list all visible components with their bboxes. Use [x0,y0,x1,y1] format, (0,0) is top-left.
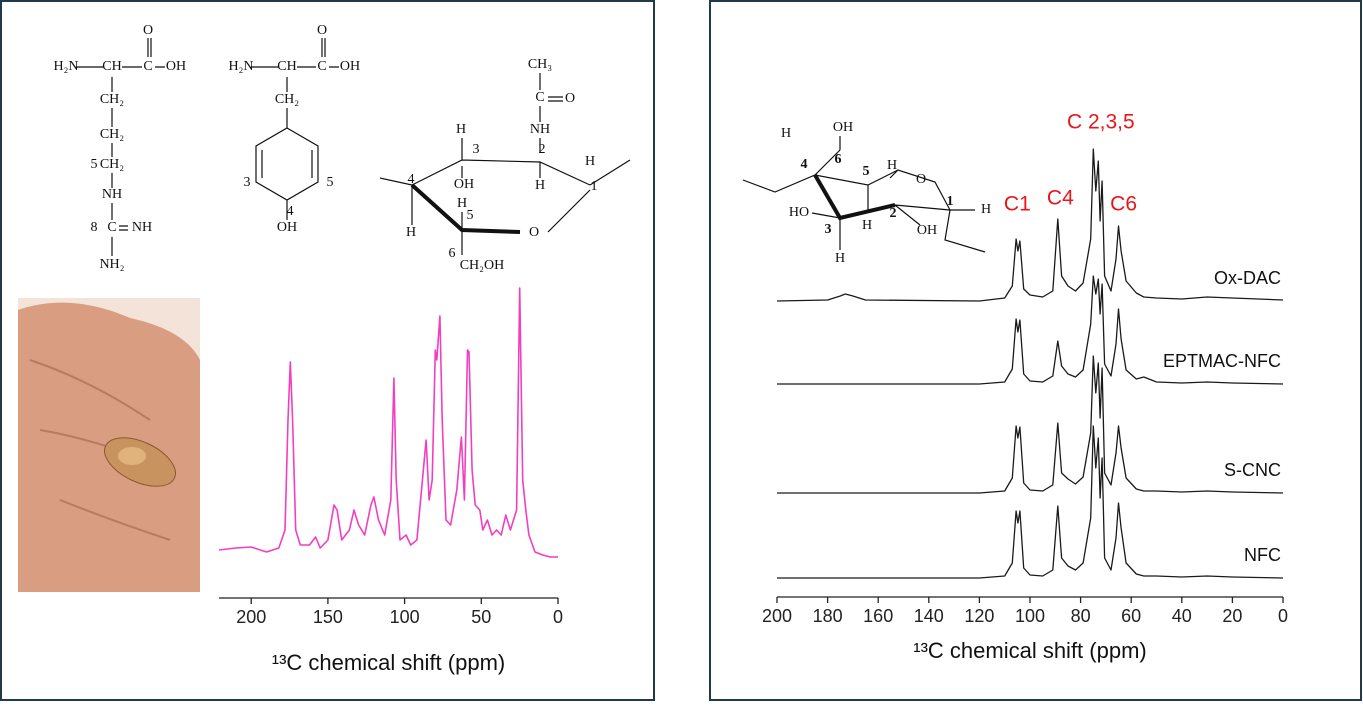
structure-label: 2 [890,206,897,221]
structure-label: 2 [539,142,546,157]
structure-label: HO [789,205,809,220]
structure-label: OH [454,177,474,192]
structure-label: OH [833,120,853,135]
structure-label: H [835,251,845,266]
structure-label: H₂N [53,59,78,74]
structure-label: C [143,59,152,74]
structure-label: H₂N [228,59,253,74]
structure-label: H [585,154,595,169]
spectrum [777,425,1284,579]
structure-label: 5 [863,164,870,179]
structure-label: 4 [408,172,415,187]
structure-label: CH₂ [100,127,124,142]
structure-label: O [317,23,327,38]
structure-label: CH₂ [275,92,299,107]
x-axis-title: ¹³C chemical shift (ppm) [913,638,1146,663]
peak-annotation: C6 [1110,193,1137,216]
structure-label: 1 [947,194,954,209]
x-tick-label: 140 [914,606,944,626]
x-tick-label: 180 [813,606,843,626]
series-label: S-CNC [1224,460,1281,480]
structure-label: O [529,225,539,240]
structure-label: CH₂OH [460,258,505,273]
structure-label: 3 [825,222,832,237]
x-tick-label: 100 [390,607,420,627]
x-tick-label: 80 [1071,606,1091,626]
x-tick-label: 200 [236,607,266,627]
structure-label: CH [277,59,296,74]
structure-label: H [457,196,467,211]
structure-label: 5 [467,208,474,223]
structure-label: CH₂ [100,92,124,107]
spectrum [777,275,1284,385]
structure-label: C [107,220,116,235]
structure-label: 8 [91,220,98,235]
structure-label: C [317,59,326,74]
structure-label: 4 [801,157,808,172]
structure-label: H [981,202,991,217]
bonds [76,38,986,256]
structure-label: CH [102,59,121,74]
structure-label: O [565,91,575,106]
structure-label: 6 [449,246,456,261]
x-tick-label: 50 [471,607,491,627]
x-axis-title: ¹³C chemical shift (ppm) [272,650,505,675]
x-tick-label: 40 [1172,606,1192,626]
structure-label: 5 [327,175,334,190]
x-tick-label: 100 [1015,606,1045,626]
x-tick-label: 60 [1121,606,1141,626]
spectrum [218,287,558,558]
spectrum [776,148,1284,302]
structure-label: C [535,90,544,105]
x-tick-label: 20 [1222,606,1242,626]
structure-label: NH [132,220,152,235]
structure-label: CH₃ [528,57,552,72]
structure-label: OH [340,59,360,74]
structure-label: O [916,172,926,187]
peak-annotation: C4 [1047,187,1074,210]
structure-label: H [456,122,466,137]
structure-label: OH [166,59,186,74]
structure-label: H [535,178,545,193]
photo [18,298,200,592]
x-tick-label: 150 [313,607,343,627]
series-label: EPTMAC-NFC [1163,351,1281,371]
structure-label: H [406,225,416,240]
x-tick-label: 160 [863,606,893,626]
structure-label: 3 [244,175,251,190]
structure-label: NH [530,122,550,137]
peak-annotation: C1 [1004,193,1031,216]
peak-annotation: C 2,3,5 [1067,111,1135,134]
structure-label: NH₂ [99,257,124,272]
x-tick-label: 0 [1278,606,1288,626]
structure-label: 3 [473,142,480,157]
x-tick-label: 200 [762,606,792,626]
structure-label: 5 [91,157,98,172]
structure-label: CH₂ [100,157,124,172]
spectrum [777,355,1284,494]
structure-label: H [862,218,872,233]
x-tick-label: 0 [553,607,563,627]
structure-label: O [143,23,153,38]
structure-label: 1 [591,179,598,194]
structure-label: 6 [835,152,842,167]
structure-label: OH [277,220,297,235]
structure-label: OH [917,223,937,238]
series-label: Ox-DAC [1214,268,1281,288]
structure-label: 4 [287,204,294,219]
structure-label: H [887,158,897,173]
structure-label: H [781,126,791,141]
x-tick-label: 120 [964,606,994,626]
series-label: NFC [1244,545,1281,565]
structure-label: NH [102,187,122,202]
right-panel [709,0,1362,701]
